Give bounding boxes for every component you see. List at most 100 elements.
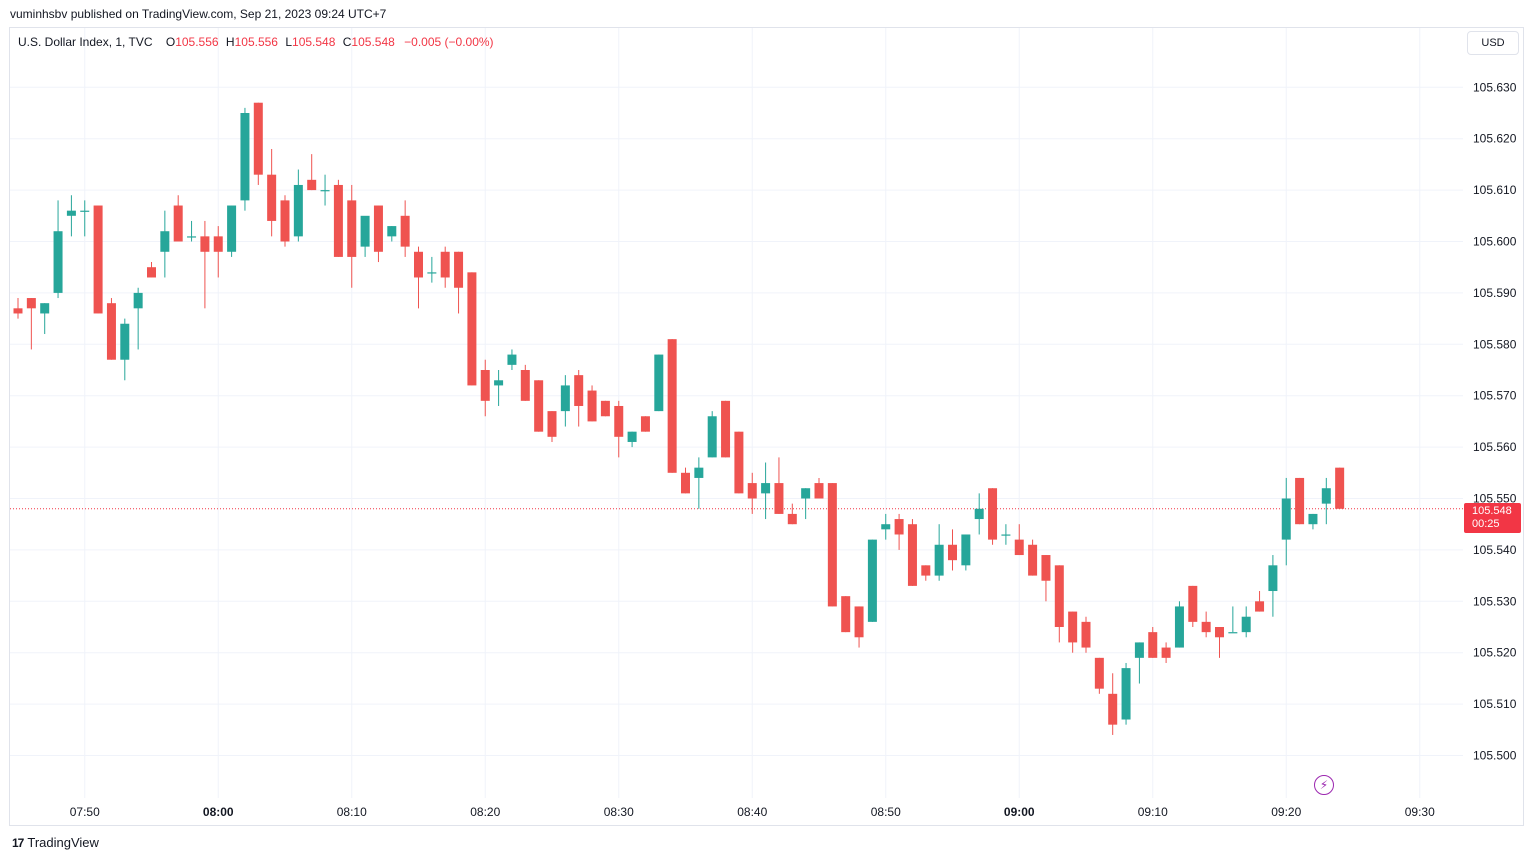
candle[interactable] [761,462,771,520]
candle[interactable] [160,210,170,278]
candle[interactable] [200,220,210,309]
candle[interactable] [1308,513,1318,530]
candle[interactable] [240,107,250,211]
candle[interactable] [173,195,183,242]
candle[interactable] [1134,642,1144,684]
candle[interactable] [654,354,664,412]
candle[interactable] [253,102,263,185]
candle[interactable] [1028,539,1038,576]
candle[interactable] [1081,616,1091,653]
candle[interactable] [333,179,343,257]
candle[interactable] [600,400,610,417]
candle[interactable] [40,303,50,335]
candle[interactable] [320,174,330,206]
candle[interactable] [841,596,851,633]
candle[interactable] [360,215,370,257]
candle[interactable] [1268,555,1278,617]
candle[interactable] [13,298,23,319]
candle[interactable] [213,226,223,278]
candle[interactable] [894,513,904,550]
candle[interactable] [227,205,237,257]
candle[interactable] [347,184,357,288]
candle[interactable] [26,298,36,350]
candle[interactable] [1281,477,1291,566]
candle[interactable] [1014,524,1024,556]
candle[interactable] [106,298,116,360]
candle[interactable] [881,513,891,540]
candle[interactable] [187,220,197,242]
candle[interactable] [948,529,957,571]
candle[interactable] [667,339,677,473]
currency-button[interactable]: USD [1467,31,1519,55]
candle[interactable] [1255,591,1265,612]
candle[interactable] [267,148,277,237]
candle[interactable] [640,416,650,432]
candle[interactable] [1108,673,1118,735]
candle[interactable] [974,493,984,535]
candle[interactable] [80,200,90,237]
candle[interactable] [427,256,437,283]
candle[interactable] [707,411,717,458]
candle[interactable] [1201,611,1211,638]
candle[interactable] [934,524,944,581]
candle[interactable] [454,251,464,314]
candle[interactable] [467,272,477,386]
candle[interactable] [747,472,757,514]
candle[interactable] [1321,477,1331,525]
candle[interactable] [93,205,103,314]
candle[interactable] [387,226,397,242]
candle[interactable] [801,488,811,520]
candle[interactable] [480,359,490,417]
candle[interactable] [961,534,971,571]
candle[interactable] [53,200,63,299]
candle[interactable] [1295,477,1305,525]
candle[interactable] [587,385,597,422]
candle[interactable] [721,400,731,458]
candle[interactable] [547,411,557,442]
candle[interactable] [120,318,130,381]
candle[interactable] [1215,627,1224,658]
footer-brand[interactable]: 17 TradingView [12,835,99,850]
candle[interactable] [1335,467,1345,509]
candle[interactable] [1094,657,1104,694]
candle[interactable] [534,380,544,432]
candle[interactable] [520,364,530,401]
candle[interactable] [988,488,998,545]
candle[interactable] [507,349,517,370]
candle[interactable] [1174,601,1184,648]
candle[interactable] [307,154,317,191]
candle[interactable] [734,431,744,494]
candle[interactable] [1228,606,1238,634]
candle[interactable] [694,457,704,509]
candle[interactable] [560,375,570,427]
candle[interactable] [414,246,423,309]
candle[interactable] [494,370,504,406]
candle[interactable] [1121,662,1131,725]
candle[interactable] [1041,555,1051,602]
candle[interactable] [921,565,931,581]
candle[interactable] [66,195,76,237]
candle[interactable] [1188,585,1198,627]
candle[interactable] [907,519,917,586]
candle[interactable] [1161,642,1171,663]
candle[interactable] [1068,611,1078,653]
candle[interactable] [854,606,864,648]
candle[interactable] [147,262,156,278]
candle[interactable] [1054,565,1064,643]
candle[interactable] [373,205,383,263]
candle[interactable] [440,246,450,288]
candle[interactable] [1001,524,1011,545]
candle[interactable] [867,539,877,622]
candle[interactable] [1241,606,1251,638]
candle[interactable] [814,477,824,499]
candle[interactable] [280,195,290,247]
candle[interactable] [293,169,303,242]
candle[interactable] [627,431,637,448]
candle[interactable] [133,287,143,350]
lightning-bolt-icon[interactable]: ⚡︎ [1314,775,1334,795]
candle[interactable] [614,400,624,458]
candle[interactable] [787,503,797,525]
candle[interactable] [774,457,784,514]
candle[interactable] [681,467,690,494]
